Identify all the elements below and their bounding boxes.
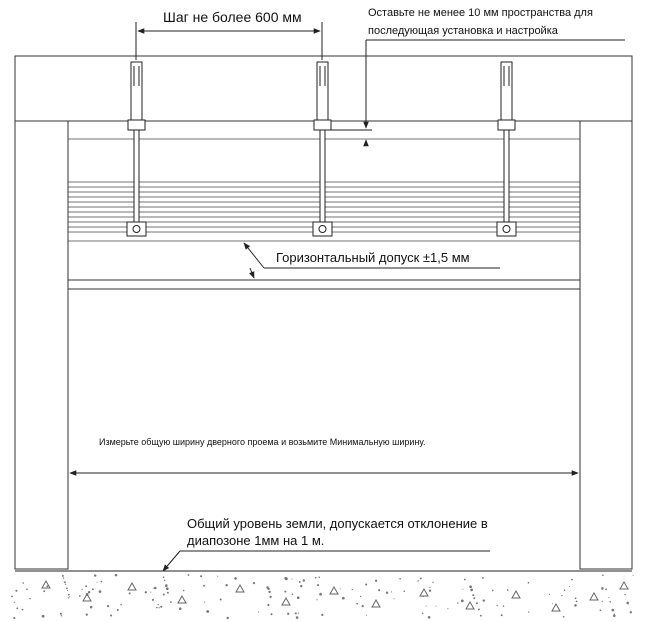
floor-label-line1: Общий уровень земли, допускается отклоне… bbox=[187, 516, 488, 531]
floor-callout bbox=[162, 550, 490, 572]
hex-nut-icon bbox=[496, 221, 517, 237]
floor-label-line2: диапозоне 1мм на 1 м. bbox=[187, 533, 325, 548]
right-wall bbox=[579, 120, 633, 570]
clearance-label-line1: Оставьте не менее 10 мм пространства для bbox=[368, 7, 593, 19]
anchor-bolt-3 bbox=[496, 61, 517, 237]
door-leaf bbox=[68, 279, 580, 290]
opening-width-label: Измерьте общую ширину дверного проема и … bbox=[99, 437, 426, 447]
spacing-label: Шаг не более 600 мм bbox=[163, 9, 302, 25]
hex-nut-icon bbox=[312, 221, 333, 237]
left-wall bbox=[14, 120, 69, 570]
tolerance-callout bbox=[243, 242, 500, 279]
spacing-dimension bbox=[135, 22, 323, 60]
anchor-bolt-2 bbox=[312, 61, 333, 237]
floor-slab bbox=[11, 570, 634, 620]
tolerance-label: Горизонтальный допуск ±1,5 мм bbox=[276, 250, 470, 265]
anchor-bolt-1 bbox=[126, 61, 147, 237]
clearance-label-line2: последующая установка и настройка bbox=[368, 25, 558, 37]
hex-nut-icon bbox=[126, 221, 147, 237]
clearance-callout bbox=[328, 39, 625, 147]
